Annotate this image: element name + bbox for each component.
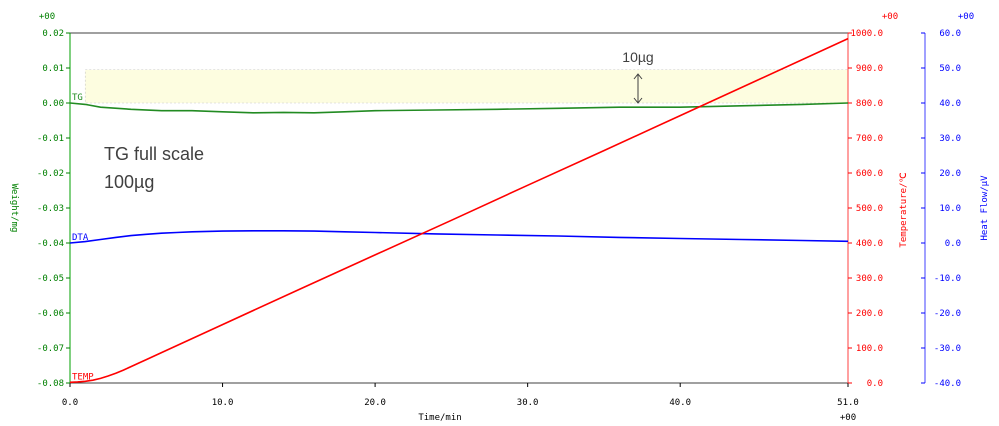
weight-axis-title: Weight/mg: [9, 184, 19, 233]
temp-tick-label: 800.0: [856, 99, 883, 109]
temperature-axis-ticks: 1000.0 900.0 800.0 700.0 600.0 500.0 400.0 300.…: [848, 29, 883, 389]
temp-tick-label: 200.0: [856, 309, 883, 319]
double-arrow-icon: [633, 73, 643, 104]
heat-tick-label: -30.0: [934, 344, 961, 354]
highlight-band: [84, 69, 849, 104]
x-tick-label: 10.0: [212, 398, 234, 408]
heat-tick-label: 0.0: [945, 239, 961, 249]
x-tick-label: 40.0: [669, 398, 691, 408]
temp-tick-label: 500.0: [856, 204, 883, 214]
x-axis-exponent: +00: [840, 413, 856, 423]
x-axis-ticks: 0.0 10.0 20.0 30.0 40.0 51.0: [62, 383, 859, 408]
scale-note-line2: 100µg: [104, 172, 154, 192]
temp-tick-label: 300.0: [856, 274, 883, 284]
series-temp-line: [69, 37, 849, 384]
heat-axis-exponent: +00: [958, 12, 974, 22]
series-dta-label: DTA: [72, 233, 89, 243]
heat-axis-title: Heat Flow/µV: [980, 175, 990, 241]
weight-tick-label: 0.02: [42, 29, 64, 39]
band-label: 10µg: [622, 49, 653, 65]
heat-tick-label: -20.0: [934, 309, 961, 319]
heat-flow-axis-ticks: 60.0 50.0 40.0 30.0 20.0 10.0 0.0 -10.0 -20.0 -30…: [921, 29, 961, 389]
heat-tick-label: 30.0: [939, 134, 961, 144]
x-tick-label: 30.0: [517, 398, 539, 408]
temp-tick-label: 0.0: [867, 379, 883, 389]
weight-tick-label: -0.07: [37, 344, 64, 354]
x-tick-label: 51.0: [837, 398, 859, 408]
heat-tick-label: 40.0: [939, 99, 961, 109]
x-axis-title: Time/min: [418, 413, 461, 423]
weight-tick-label: -0.03: [37, 204, 64, 214]
heat-tick-label: 10.0: [939, 204, 961, 214]
temp-axis-title: Temperature/℃: [899, 172, 909, 247]
heat-tick-label: 50.0: [939, 64, 961, 74]
temp-tick-label: 600.0: [856, 169, 883, 179]
x-tick-label: 0.0: [62, 398, 78, 408]
weight-tick-label: -0.02: [37, 169, 64, 179]
scale-note-line1: TG full scale: [104, 144, 204, 164]
heat-tick-label: -10.0: [934, 274, 961, 284]
weight-tick-label: 0.01: [42, 64, 64, 74]
weight-tick-label: -0.06: [37, 309, 64, 319]
x-tick-label: 20.0: [364, 398, 386, 408]
temp-axis-exponent: +00: [882, 12, 898, 22]
series-temp-label: TEMP: [72, 372, 94, 382]
weight-tick-label: 0.00: [42, 99, 64, 109]
series-tg-line: [69, 102, 849, 114]
heat-tick-label: 20.0: [939, 169, 961, 179]
weight-tick-label: -0.08: [37, 379, 64, 389]
temp-tick-label: 400.0: [856, 239, 883, 249]
temp-tick-label: 1000.0: [850, 29, 883, 39]
heat-tick-label: 60.0: [939, 29, 961, 39]
weight-tick-label: -0.01: [37, 134, 64, 144]
series-group: TG DTA TEMP: [69, 37, 849, 384]
temp-tick-label: 700.0: [856, 134, 883, 144]
temp-tick-label: 100.0: [856, 344, 883, 354]
weight-axis-ticks: 0.02 0.01 0.00 -0.01 -0.02 -0.03 -0.04 -0.05 -0.…: [37, 29, 70, 389]
series-tg-label: TG: [72, 93, 83, 103]
temp-tick-label: 900.0: [856, 64, 883, 74]
weight-tick-label: -0.04: [37, 239, 64, 249]
weight-tick-label: -0.05: [37, 274, 64, 284]
heat-tick-label: -40.0: [934, 379, 961, 389]
series-dta-line: [69, 230, 849, 244]
weight-axis-exponent: +00: [39, 12, 55, 22]
